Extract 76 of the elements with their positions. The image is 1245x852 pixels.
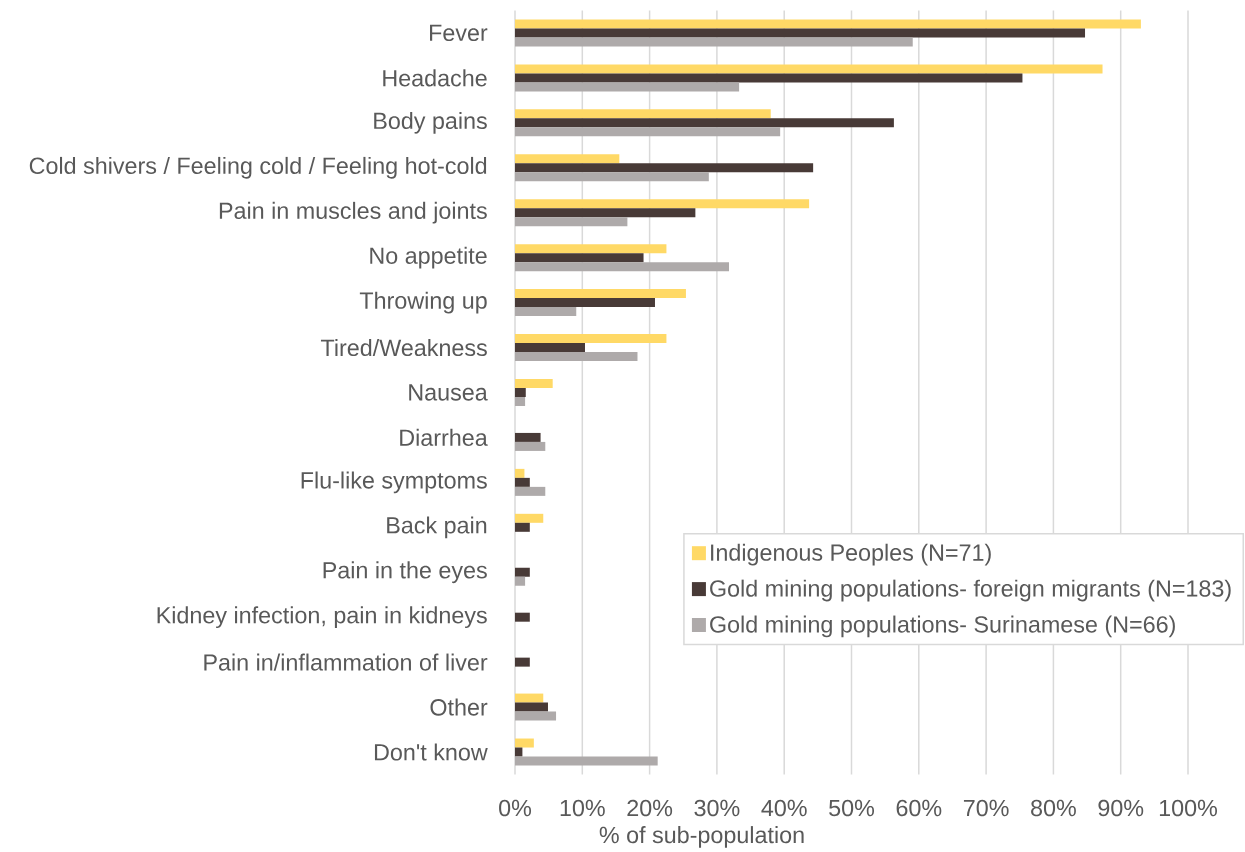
bar <box>515 702 548 712</box>
legend-label: Gold mining populations- foreign migrants (N=183) <box>710 579 1231 602</box>
bar <box>515 118 894 128</box>
bar <box>515 82 740 92</box>
bar <box>515 163 814 173</box>
y-tick-label: Pain in muscles and joints <box>219 201 487 224</box>
legend-label: Indigenous Peoples (N=71) <box>711 543 991 566</box>
y-tick-label: Back pain <box>387 516 487 539</box>
bar <box>515 253 644 263</box>
bar <box>515 28 1086 38</box>
x-tick-label: 70% <box>963 799 1009 817</box>
bar <box>515 127 781 137</box>
bar <box>515 396 526 406</box>
x-tick-label: 40% <box>761 799 807 817</box>
bar <box>515 432 541 442</box>
bar <box>515 343 585 353</box>
bar <box>515 262 730 272</box>
bar <box>515 352 638 362</box>
y-tick-label: Diarrhea <box>400 428 488 446</box>
bar <box>515 307 577 317</box>
x-tick-label: 60% <box>896 799 942 817</box>
bar <box>515 441 546 451</box>
bar <box>515 612 530 622</box>
bar <box>515 522 530 532</box>
x-tick-label: 80% <box>1031 799 1076 817</box>
x-tick-label: 30% <box>694 799 740 817</box>
bar <box>515 711 557 721</box>
bar <box>515 738 534 748</box>
y-tick-label: Nausea <box>409 384 488 401</box>
x-tick-label: 10% <box>560 799 605 817</box>
y-tick-label: Tired/Weakness <box>320 338 487 357</box>
bar <box>515 217 628 227</box>
bar <box>515 199 810 209</box>
bar <box>515 486 546 496</box>
bar <box>515 378 553 388</box>
bar <box>515 289 686 299</box>
bar <box>515 513 544 523</box>
bar <box>515 172 709 182</box>
x-tick-label: 100% <box>1159 799 1218 817</box>
bar <box>515 747 523 757</box>
legend-label: Gold mining populations- Surinamese (N=66) <box>710 615 1175 638</box>
bar <box>515 154 620 164</box>
bar <box>515 693 544 703</box>
bar <box>515 657 530 667</box>
bar <box>515 244 667 254</box>
bar <box>515 756 658 766</box>
y-tick-label: Cold shivers / Feeling cold / Feeling hot-cold <box>29 156 487 179</box>
y-tick-label: Throwing up <box>359 291 487 314</box>
bar <box>515 298 655 308</box>
bar <box>515 37 913 47</box>
x-tick-label: 90% <box>1098 799 1144 817</box>
bar <box>515 387 526 397</box>
bar <box>515 19 1141 29</box>
bar <box>515 468 525 478</box>
y-tick-label: Pain in/inflammation of liver <box>204 653 488 671</box>
y-tick-label: Body pains <box>374 111 487 134</box>
y-tick-label: Don't know <box>374 743 488 761</box>
x-tick-label: 20% <box>627 799 673 817</box>
y-tick-label: Other <box>430 698 488 716</box>
x-axis-title: % of sub-population <box>599 826 804 848</box>
x-tick-label: 0% <box>499 799 532 817</box>
bar <box>515 64 1103 74</box>
y-tick-label: Fever <box>430 24 488 42</box>
bar <box>515 109 771 119</box>
bar <box>515 477 530 487</box>
bar <box>515 73 1023 83</box>
bar <box>515 567 530 577</box>
y-tick-label: No appetite <box>370 246 487 269</box>
bar <box>515 208 696 218</box>
bar <box>515 334 667 344</box>
bar <box>515 576 526 586</box>
y-tick-label: Flu-like symptoms <box>301 471 487 494</box>
y-tick-label: Pain in the eyes <box>323 561 487 584</box>
x-tick-label: 50% <box>829 799 875 817</box>
y-tick-label: Headache <box>383 69 487 87</box>
y-tick-label: Kidney infection, pain in kidneys <box>157 606 487 629</box>
